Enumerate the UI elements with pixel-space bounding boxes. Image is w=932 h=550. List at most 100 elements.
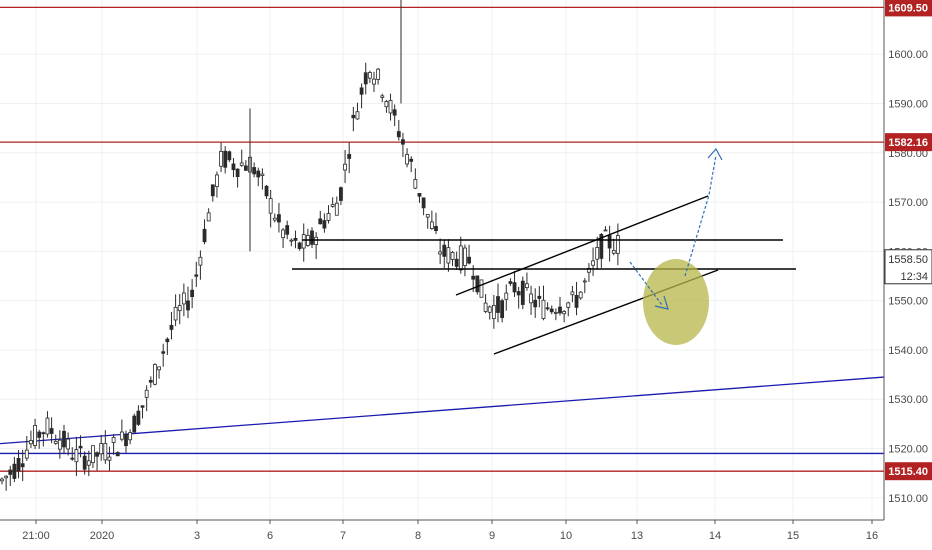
candle-body xyxy=(591,260,595,266)
candle-body xyxy=(78,445,83,449)
candle-body xyxy=(318,218,323,225)
candle-body xyxy=(285,225,290,235)
candle-body xyxy=(186,300,190,311)
candle-body xyxy=(479,279,484,298)
candle-body xyxy=(277,214,281,223)
y-tick-label: 1600.00 xyxy=(888,49,928,61)
candle-body xyxy=(520,280,525,305)
candle-body xyxy=(401,139,405,145)
current-price-badge xyxy=(884,249,932,285)
candle-body xyxy=(372,78,376,85)
candle-body xyxy=(132,415,137,433)
y-tick-label: 1540.00 xyxy=(888,345,928,357)
candle-body xyxy=(33,424,37,446)
x-tick-label: 15 xyxy=(787,530,799,542)
candle-body xyxy=(405,153,409,165)
candle-body xyxy=(607,235,612,249)
candle-body xyxy=(202,228,207,243)
candle-body xyxy=(343,163,347,171)
channel-upper-line[interactable] xyxy=(455,195,709,296)
candle-body xyxy=(310,230,314,245)
candle-body xyxy=(190,289,195,298)
x-tick-label: 6 xyxy=(267,530,273,542)
y-tick-label: 1520.00 xyxy=(888,444,928,456)
candle-body xyxy=(339,187,343,201)
candle-body xyxy=(66,438,71,450)
arrowhead-up-icon xyxy=(707,147,723,161)
candle-body xyxy=(496,296,500,313)
candle-body xyxy=(458,245,463,271)
candle-body xyxy=(446,247,451,264)
y-tick-label: 1570.00 xyxy=(888,197,928,209)
candle-body xyxy=(264,185,269,197)
candle-body xyxy=(128,432,133,441)
candle-body xyxy=(231,163,236,171)
candle-body xyxy=(533,299,538,308)
candle-body xyxy=(421,197,426,209)
candle-body xyxy=(281,229,285,239)
candle-body xyxy=(210,184,215,197)
candle-body xyxy=(235,168,240,177)
candle-body xyxy=(483,302,488,312)
x-tick-label: 16 xyxy=(866,530,878,542)
price-level-badge-label: 1582.16 xyxy=(888,137,928,149)
x-tick-label: 14 xyxy=(709,530,721,542)
candle-body xyxy=(508,281,513,284)
target-zone-ellipse[interactable] xyxy=(643,259,709,345)
candle-body xyxy=(442,244,447,257)
x-tick-label: 2020 xyxy=(90,530,114,542)
candle-body xyxy=(99,443,104,455)
candle-body xyxy=(454,258,459,267)
candle-body xyxy=(301,234,306,249)
candle-body xyxy=(326,213,331,221)
candle-body xyxy=(376,68,381,80)
x-tick-label: 3 xyxy=(194,530,200,542)
candle-body xyxy=(0,478,4,482)
candle-body xyxy=(471,275,476,280)
candle-body xyxy=(8,469,13,475)
candle-body xyxy=(363,72,368,85)
candle-body xyxy=(239,162,244,166)
candle-body xyxy=(463,247,467,266)
candle-body xyxy=(107,456,112,461)
price-level-badge-label: 1515.40 xyxy=(888,466,928,478)
candle-body xyxy=(165,338,170,343)
candle-body xyxy=(599,234,604,259)
candle-body xyxy=(438,251,443,255)
candle-body xyxy=(198,256,203,266)
candle-body xyxy=(268,198,273,214)
x-tick-label: 7 xyxy=(340,530,346,542)
blue-trendline xyxy=(0,376,885,445)
candle-body xyxy=(16,458,21,472)
candle-body xyxy=(396,131,401,138)
candle-body xyxy=(70,457,75,460)
candle-body xyxy=(359,87,364,95)
candle-body xyxy=(574,294,579,308)
x-tick-label: 9 xyxy=(489,530,495,542)
candle-body xyxy=(351,114,356,119)
candle-body xyxy=(334,202,339,216)
candle-body xyxy=(124,434,128,447)
candle-body xyxy=(595,247,600,260)
candle-body xyxy=(181,292,186,305)
candle-body xyxy=(20,463,25,468)
candle-body xyxy=(425,214,430,218)
candle-body xyxy=(553,312,558,314)
price-level-badge-label: 1609.50 xyxy=(888,2,928,14)
candle-body xyxy=(566,302,571,308)
current-price-label: 1558.50 xyxy=(888,254,928,266)
candle-body xyxy=(347,153,352,159)
candle-body xyxy=(545,307,550,310)
price-badges: 1609.50 1582.16 1515.40 1558.50 12:34 xyxy=(884,0,932,481)
price-level-badge xyxy=(885,462,932,481)
candle-body xyxy=(227,151,232,161)
candle-body xyxy=(413,179,418,189)
candle-body xyxy=(119,431,124,440)
candle-body xyxy=(512,282,517,293)
candle-body xyxy=(62,430,66,448)
candle-body xyxy=(223,150,228,168)
time-axis[interactable]: 21:00 2020 3 6 7 8 9 10 13 14 15 16 xyxy=(0,519,884,542)
y-tick-label: 1590.00 xyxy=(888,99,928,111)
candle-body xyxy=(293,237,298,241)
